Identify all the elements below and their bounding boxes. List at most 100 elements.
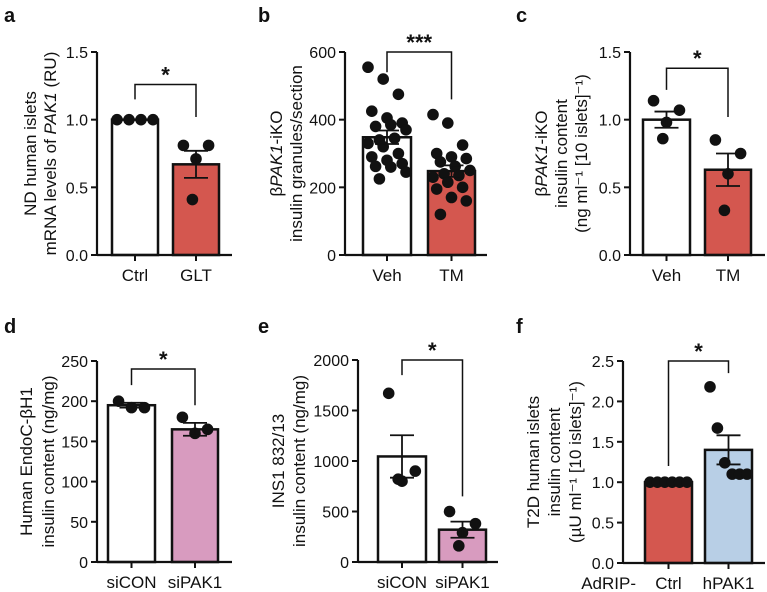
data-point [456,181,469,194]
y-axis-label-part: INS1 832/13 [269,414,288,509]
panel-e: e INS1 832/13 insulin content (ng/mg) 0 500 1… [258,316,498,592]
data-point [741,468,753,480]
significance-label: * [428,338,437,363]
data-point [201,423,214,436]
x-tick-label: Veh [372,266,401,285]
data-point [385,161,397,173]
x-tick-label: Ctrl [122,266,148,285]
y-axis-label: insulin content (ng/mg) [39,376,58,548]
data-point [382,387,395,400]
y-tick-label: 150 [61,434,88,451]
data-point [443,505,456,518]
y-axis-label-part: PAK1 [267,145,286,187]
x-axis-prefix: AdRIP- [581,574,636,592]
data-point [135,113,147,126]
y-tick-label: 600 [309,45,336,62]
x-tick-label: siPAK1 [435,573,490,592]
y-tick-label: 2.0 [592,394,614,411]
y-tick-label: 1.5 [592,435,614,452]
y-tick-label: 1.5 [66,45,88,62]
significance-bracket [386,51,453,100]
x-tick-label: Ctrl [655,574,681,592]
significance-bracket [130,368,196,406]
data-point [400,166,412,178]
y-tick-label: 0.5 [599,180,621,197]
significance-label: * [159,347,168,372]
data-point [718,204,731,217]
x-tick-label: siPAK1 [168,573,223,592]
y-tick-label: 0 [327,248,336,265]
bar-Ctrl [110,118,160,257]
panel-c: c βPAK1-iKO insulin content (ng ml⁻¹ [10 is… [516,5,765,285]
data-point [460,195,473,207]
data-point [123,113,135,126]
data-point [377,73,390,85]
y-axis-label: insulin content [545,407,564,516]
y-axis-label-part: ND human islets [21,91,40,216]
y-axis-label-part: insulin content [552,99,571,208]
x-tick-label: TM [439,266,464,285]
y-axis-label-part: (µU ml⁻¹ [10 islets]⁻¹) [566,381,585,543]
bar-siPAK1 [170,428,220,564]
y-axis-label-part: β [267,187,286,197]
significance-label: * [161,62,170,87]
y-axis-label: (µU ml⁻¹ [10 islets]⁻¹) [566,381,585,543]
y-tick-label: 0.5 [66,180,88,197]
x-tick-label: Veh [652,266,681,285]
data-point [177,139,190,152]
x-tick-label: siCON [377,573,427,592]
y-tick-label: 0 [340,555,349,572]
x-tick-label: hPAK1 [703,574,755,592]
data-point [138,401,151,414]
y-tick-label: 1000 [313,454,349,471]
data-point [176,411,189,424]
y-tick-label: 1500 [313,404,349,421]
x-tick-label: siCON [106,573,156,592]
significance-label: * [693,46,702,71]
data-point [709,134,722,146]
bar-Ctrl [643,480,694,565]
data-point [453,169,465,182]
data-point [392,147,405,160]
data-point [373,173,386,185]
panel-letter: a [4,5,16,27]
y-tick-label: 0 [79,555,88,572]
y-tick-label: 50 [70,515,88,532]
y-axis-label: insulin content [552,99,571,208]
y-tick-label: 400 [309,113,336,130]
data-point [427,108,439,121]
y-tick-label: 200 [309,180,336,197]
panel-a: a ND human islets mRNA levels of PAK1 (RU)… [4,5,232,285]
data-point [186,193,199,206]
data-point [366,105,378,118]
data-point [385,118,397,131]
data-point [442,117,454,129]
data-point [445,191,458,204]
data-point [657,132,669,145]
y-axis-label: ND human islets [21,91,40,216]
data-point [111,113,123,126]
data-point [445,151,458,163]
y-axis-label: βPAK1-iKO [267,111,286,197]
data-point [409,465,422,477]
panel-f: f T2D human islets insulin content (µU ml⁻¹… [516,316,765,592]
y-tick-label: 200 [61,394,88,411]
data-point [400,124,412,136]
y-tick-label: 250 [61,354,88,371]
y-tick-label: 1.5 [599,45,621,62]
data-point [456,139,469,151]
y-tick-label: 0.0 [599,248,621,265]
y-axis-label: INS1 832/13 [269,414,288,509]
panel-b: b βPAK1-iKO insulin granules/section 0 200 40… [258,5,487,285]
y-tick-label: 1.0 [592,475,614,492]
y-tick-label: 0.0 [66,248,88,265]
y-axis-label: insulin content (ng/mg) [290,375,309,547]
data-point [704,381,716,393]
significance-label: * [694,339,703,364]
x-tick-label: GLT [180,266,212,285]
data-point [369,120,382,133]
y-axis-label-part: PAK1 [532,145,551,187]
y-axis-label-part: -iKO [532,111,551,145]
significance-bracket [665,67,729,117]
